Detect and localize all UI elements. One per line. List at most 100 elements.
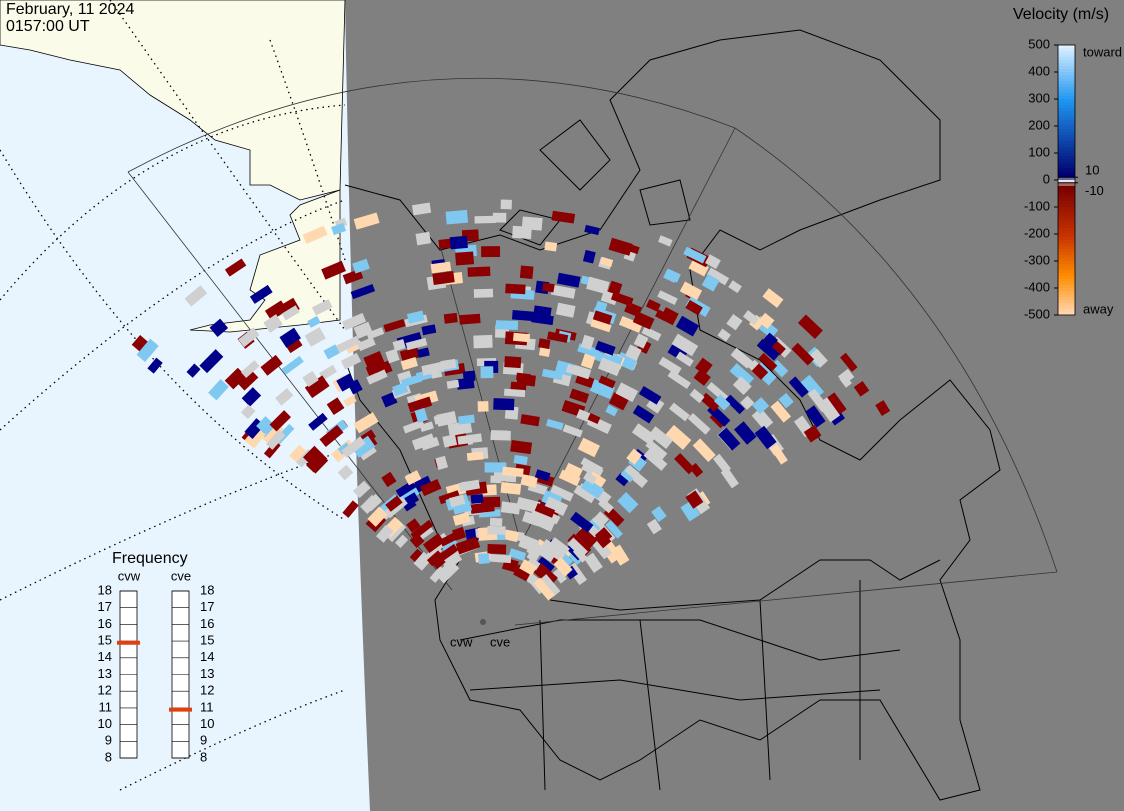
cell [490, 430, 511, 441]
colorbar-tick-label: 0 [1043, 171, 1050, 186]
cell [805, 405, 826, 428]
cell [423, 533, 445, 554]
cell [446, 379, 460, 389]
threshold-label: -10 [1085, 183, 1104, 198]
cell [307, 315, 321, 328]
cell [341, 436, 366, 458]
cell [756, 338, 780, 361]
frequency-tick-label: 17 [98, 599, 112, 614]
cell [265, 429, 286, 450]
colorbar-tick-label: -200 [1024, 225, 1050, 240]
colorbar-tick-label: 500 [1028, 36, 1050, 51]
cell [147, 357, 163, 374]
cell [742, 310, 760, 326]
cell [421, 324, 437, 336]
cell [319, 364, 337, 381]
cell [404, 492, 420, 507]
cell [552, 568, 568, 584]
frequency-tick-label: 16 [200, 616, 214, 631]
colorbar-segment [1058, 246, 1075, 250]
cell [675, 351, 694, 367]
cell [302, 370, 319, 388]
cell [840, 352, 858, 372]
cell [600, 256, 614, 268]
cell [244, 425, 267, 449]
cell [853, 380, 870, 397]
colorbar-tick-label: -500 [1024, 306, 1050, 321]
cell [409, 548, 423, 562]
colorbar-segment [1058, 255, 1075, 259]
colorbar-segment [1058, 276, 1075, 280]
cell [875, 400, 891, 416]
colorbar-segment [1058, 249, 1075, 253]
cell [281, 305, 300, 321]
cell [595, 340, 616, 356]
cell [577, 437, 601, 458]
cell [470, 494, 484, 504]
cell [510, 440, 533, 455]
cell [415, 231, 431, 246]
cell [342, 500, 359, 518]
frequency-tick-label: 14 [98, 649, 112, 664]
colorbar-tick-label: 100 [1028, 144, 1050, 159]
cell [838, 368, 855, 385]
cell [625, 344, 642, 361]
cell [473, 334, 493, 349]
cell [533, 514, 556, 532]
cell [449, 235, 468, 250]
cell [406, 310, 425, 324]
colorbar-segment [1058, 54, 1075, 58]
colorbar-segment [1058, 213, 1075, 217]
cell [770, 400, 792, 423]
cell [608, 392, 629, 411]
cell [587, 413, 601, 425]
colorbar-segment [1058, 81, 1075, 85]
cell [500, 501, 521, 515]
cell [693, 369, 711, 386]
cell [556, 272, 581, 288]
colorbar-segment [1058, 63, 1075, 67]
colorbar-segment [1058, 66, 1075, 70]
colorbar-segment [1058, 216, 1075, 220]
cell [352, 258, 370, 274]
colorbar-segment [1058, 195, 1075, 199]
cell [405, 337, 428, 351]
cell [336, 335, 361, 354]
cell [413, 551, 433, 571]
colorbar-segment [1058, 192, 1075, 196]
cell [504, 529, 519, 542]
colorbar-segment [1058, 120, 1075, 124]
cell [542, 282, 555, 293]
cell [526, 549, 540, 563]
cell [462, 370, 476, 382]
cell [445, 209, 469, 225]
cell [353, 321, 373, 339]
frequency-tick-label: 9 [200, 733, 207, 748]
cell [502, 466, 524, 478]
cell [308, 412, 328, 431]
cell [304, 375, 330, 399]
frequency-tick-label: 12 [98, 683, 112, 698]
cell [367, 506, 388, 527]
colorbar-segment [1058, 234, 1075, 238]
cell [275, 388, 294, 406]
cell [598, 375, 616, 389]
cell [751, 407, 774, 431]
cell [567, 537, 588, 558]
colorbar-segment [1058, 174, 1075, 178]
colorbar-segment [1058, 102, 1075, 106]
cell [319, 424, 344, 448]
land-siberia [0, 0, 346, 201]
colorbar-segment [1058, 114, 1075, 118]
cell [582, 249, 596, 264]
cell [385, 495, 403, 512]
colorbar-segment [1058, 132, 1075, 136]
cell [352, 480, 371, 499]
cell [269, 410, 291, 432]
radar-label: cve [490, 634, 510, 649]
colorbar-segment [1058, 243, 1075, 247]
cell [467, 266, 491, 277]
cell [641, 326, 662, 342]
cell [240, 360, 260, 378]
colorbar-segment [1058, 267, 1075, 271]
